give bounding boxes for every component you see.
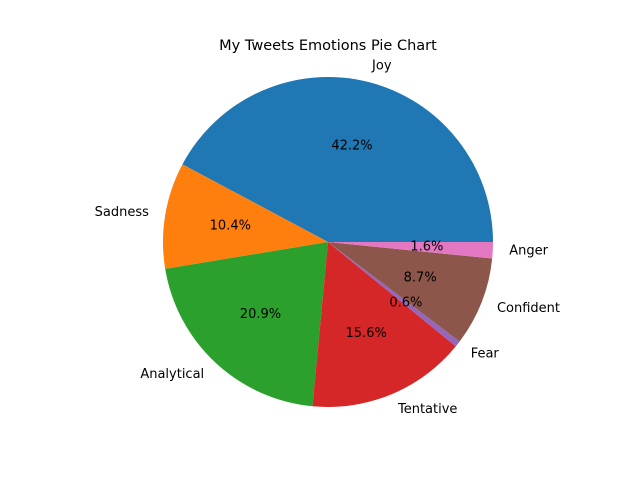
slice-label-fear: Fear [471, 347, 500, 362]
slice-label-tentative: Tentative [397, 402, 457, 417]
pie-slice-tentative [312, 242, 456, 407]
pie-slice-sadness [163, 164, 328, 269]
pct-label-tentative: 15.6% [346, 326, 387, 341]
slice-label-joy: Joy [371, 58, 392, 73]
pct-label-analytical: 20.9% [240, 307, 281, 322]
pie-slice-confident [328, 242, 493, 342]
slice-label-confident: Confident [497, 301, 560, 316]
pie-slice-analytical [165, 242, 328, 407]
pct-label-anger: 1.6% [410, 239, 443, 254]
pie-slice-fear [328, 242, 460, 347]
slice-label-sadness: Sadness [95, 205, 149, 220]
pie-slice-joy [182, 76, 494, 242]
pct-label-sadness: 10.4% [210, 218, 251, 233]
slice-label-anger: Anger [509, 244, 548, 259]
pie-slice-anger [328, 242, 493, 259]
pie-slices [163, 76, 494, 407]
pct-label-fear: 0.6% [389, 296, 422, 311]
slice-label-analytical: Analytical [140, 367, 204, 382]
pie-labels: Joy 42.2% Sadness 10.4% Analytical 20.9% Tenta… [95, 58, 560, 417]
pct-label-confident: 8.7% [404, 271, 437, 286]
pct-label-joy: 42.2% [331, 138, 372, 153]
chart-title: My Tweets Emotions Pie Chart [219, 38, 437, 54]
